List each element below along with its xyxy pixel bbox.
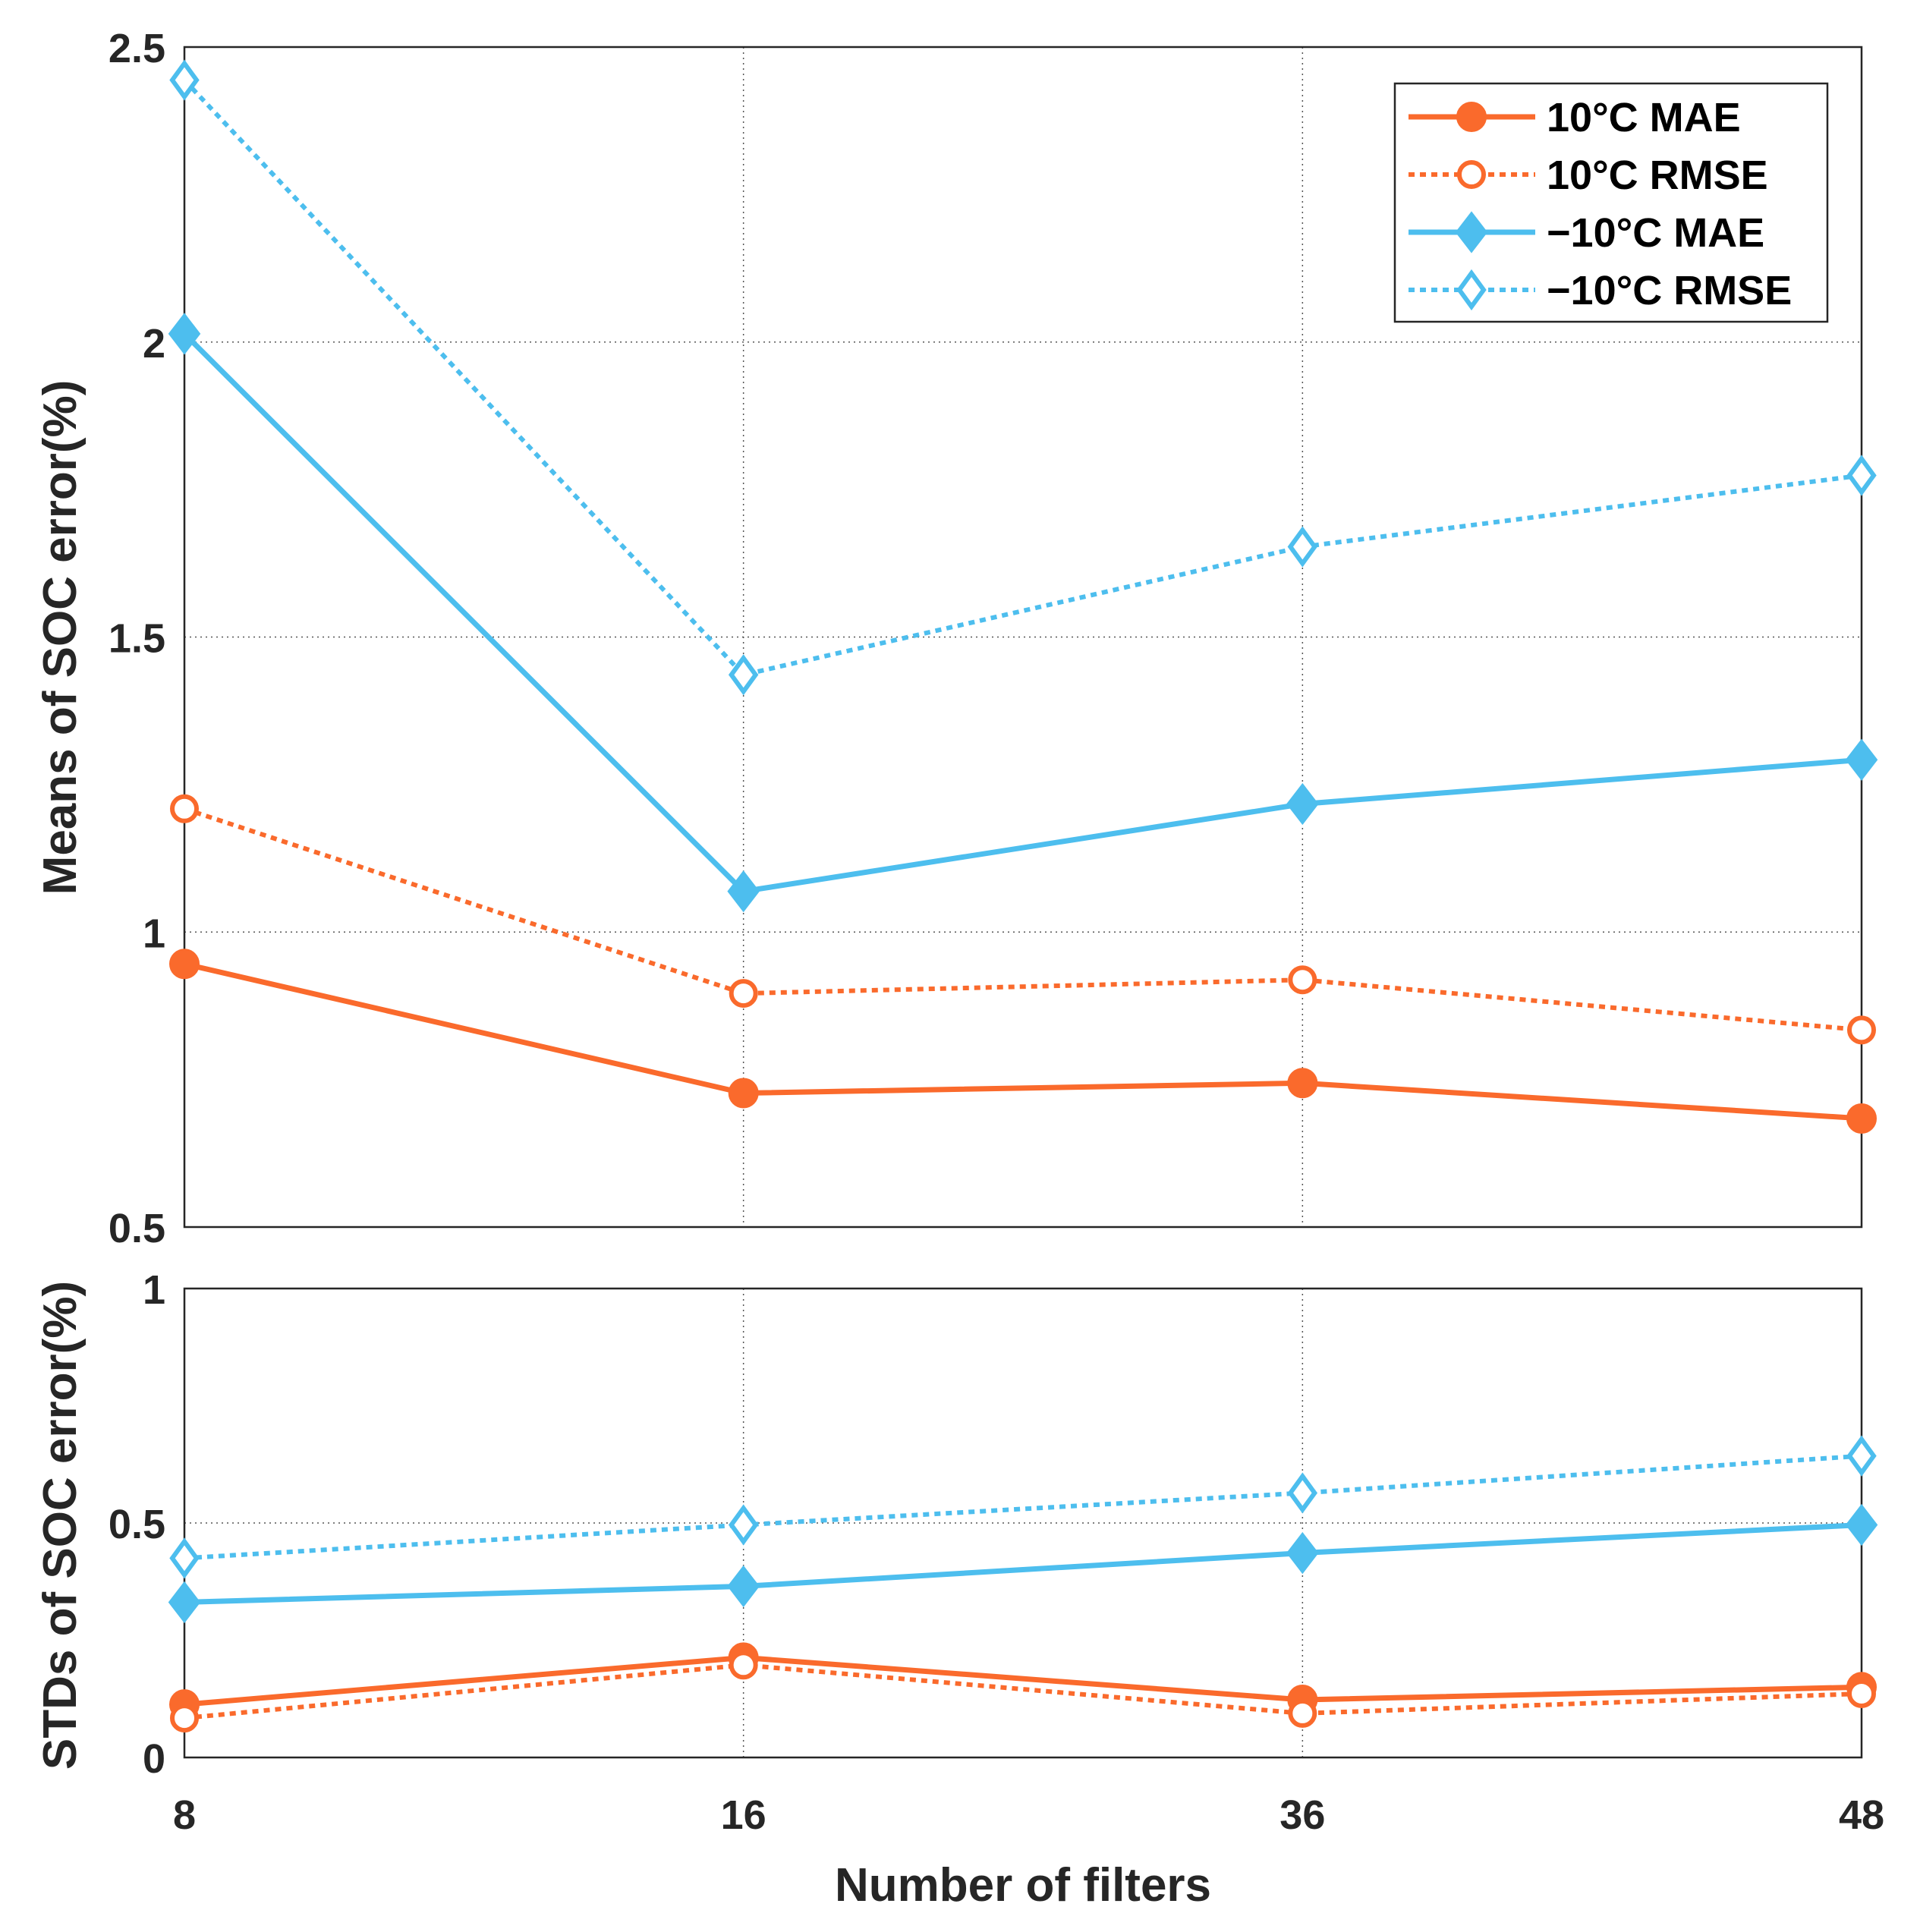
data-point bbox=[169, 59, 200, 101]
data-point bbox=[1286, 1531, 1319, 1575]
y-tick-label: 2.5 bbox=[109, 26, 165, 71]
circle-marker-icon bbox=[1456, 102, 1487, 132]
bottom-plot: 8 16 36 48 0 0.5 1 bbox=[109, 1267, 1884, 1838]
data-point bbox=[170, 794, 199, 823]
diamond-marker-icon bbox=[1456, 269, 1487, 311]
top-y-axis-label: Means of SOC error(%) bbox=[34, 380, 87, 895]
series-line bbox=[184, 1453, 1862, 1561]
x-tick-label: 36 bbox=[1279, 1792, 1325, 1838]
data-point bbox=[1846, 455, 1877, 496]
diamond-marker-icon bbox=[1455, 211, 1488, 253]
data-point bbox=[728, 654, 759, 696]
y-tick-label: 0.5 bbox=[109, 1502, 165, 1547]
data-point bbox=[1847, 1015, 1876, 1045]
series-line bbox=[184, 961, 1862, 1122]
series-line bbox=[184, 1521, 1862, 1605]
data-point bbox=[1288, 965, 1317, 995]
data-point bbox=[728, 1504, 759, 1546]
data-point bbox=[727, 870, 760, 913]
data-point bbox=[727, 1565, 760, 1608]
legend-label: −10°C RMSE bbox=[1547, 268, 1792, 313]
y-tick-label: 1 bbox=[143, 911, 165, 956]
y-tick-label: 1.5 bbox=[109, 616, 165, 662]
data-point bbox=[1847, 1679, 1876, 1708]
data-point bbox=[1845, 738, 1878, 781]
data-point bbox=[1287, 1472, 1318, 1514]
series-line bbox=[184, 1663, 1862, 1721]
series-line bbox=[184, 806, 1862, 1033]
bottom-y-axis-label: STDs of SOC error(%) bbox=[34, 1281, 87, 1770]
x-axis-label: Number of filters bbox=[835, 1859, 1211, 1912]
data-point bbox=[168, 313, 201, 355]
y-tick-label: 0.5 bbox=[109, 1206, 165, 1251]
data-point bbox=[1846, 1435, 1877, 1477]
top-plot: 0.5 1 1.5 2 2.5 bbox=[109, 26, 1878, 1251]
plot-frame bbox=[183, 46, 1863, 1229]
data-point bbox=[169, 1537, 200, 1579]
data-point bbox=[1288, 1698, 1317, 1728]
legend-label: −10°C MAE bbox=[1547, 210, 1764, 256]
data-point bbox=[728, 1078, 759, 1109]
data-point bbox=[169, 949, 200, 980]
data-point bbox=[1286, 782, 1319, 826]
data-point bbox=[729, 1650, 758, 1680]
series-line bbox=[184, 1654, 1862, 1707]
series-line bbox=[182, 332, 1862, 895]
data-point bbox=[170, 1704, 199, 1733]
data-point bbox=[168, 1581, 201, 1624]
legend-label: 10°C MAE bbox=[1547, 95, 1741, 140]
legend-label: 10°C RMSE bbox=[1547, 153, 1768, 198]
y-tick-label: 1 bbox=[143, 1267, 165, 1313]
data-point bbox=[729, 979, 758, 1008]
x-tick-label: 16 bbox=[721, 1792, 766, 1838]
x-tick-label: 8 bbox=[173, 1792, 196, 1838]
data-point bbox=[1287, 526, 1318, 568]
data-point bbox=[1287, 1068, 1318, 1099]
data-point bbox=[1845, 1503, 1878, 1547]
plot-frame bbox=[183, 1287, 1863, 1759]
y-tick-label: 2 bbox=[143, 321, 165, 367]
legend: 10°C MAE 10°C RMSE −10°C MAE −10°C RMSE bbox=[1393, 82, 1829, 323]
circle-marker-icon bbox=[1457, 160, 1486, 189]
x-tick-label: 48 bbox=[1839, 1792, 1884, 1838]
data-point bbox=[1846, 1103, 1877, 1134]
y-tick-label: 0 bbox=[143, 1736, 165, 1782]
